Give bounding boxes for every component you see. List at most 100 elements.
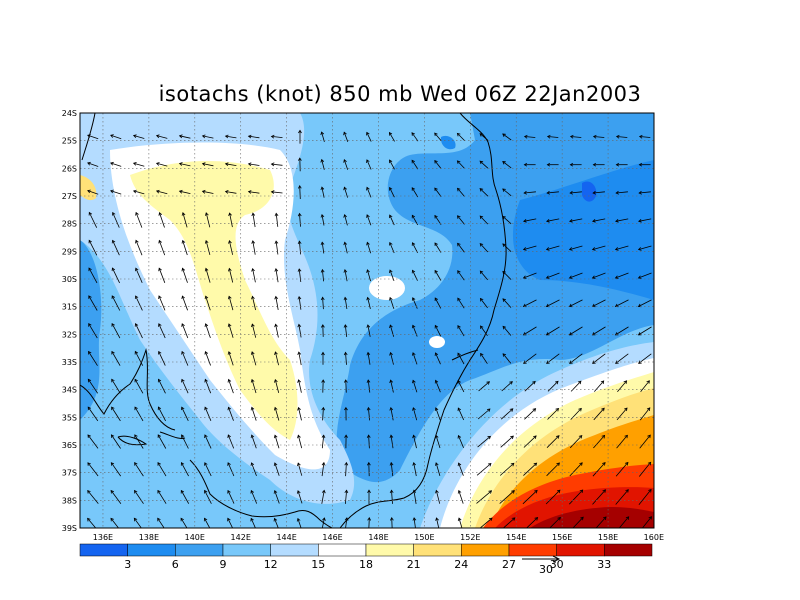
wind-vector	[594, 380, 604, 392]
wind-vector-head	[134, 322, 139, 327]
wind-vector-head	[623, 380, 628, 384]
wind-vector	[389, 187, 395, 198]
wind-vector	[458, 517, 463, 528]
wind-vector	[134, 406, 144, 422]
wind-vector-head	[322, 517, 326, 521]
wind-vector-head	[457, 489, 462, 494]
wind-vector-head	[274, 323, 278, 328]
wind-vector	[275, 241, 279, 255]
wind-vector-head	[457, 270, 461, 274]
wind-vector	[87, 190, 99, 195]
wind-vector	[500, 435, 514, 448]
lon-tick-label: 138E	[139, 533, 159, 542]
lat-tick-label: 31S	[62, 303, 77, 312]
wind-vector-head	[343, 241, 348, 246]
colorbar-label: 15	[311, 558, 325, 571]
wind-vector-head	[646, 407, 651, 411]
wind-vector-head	[247, 190, 252, 194]
lat-tick-label: 27S	[62, 192, 77, 201]
wind-vector-head	[545, 275, 550, 279]
wind-vector	[593, 136, 605, 138]
wind-vector	[227, 462, 235, 477]
wind-vector-head	[87, 517, 91, 522]
wind-vector	[523, 435, 537, 448]
wind-vector-head	[480, 325, 484, 330]
wind-vector-head	[545, 247, 550, 251]
colorbar-swatch	[413, 543, 462, 557]
wind-vector-head	[577, 380, 582, 385]
wind-vector-head	[625, 489, 629, 493]
wind-vector-head	[523, 134, 528, 139]
wind-vector	[180, 490, 190, 504]
wind-vector-head	[569, 162, 574, 167]
wind-vector	[182, 268, 188, 283]
wind-vector	[87, 379, 99, 394]
wind-vector-head	[591, 247, 596, 251]
colorbar-swatch	[461, 543, 510, 557]
wind-vector	[112, 267, 120, 284]
wind-vector-head	[457, 297, 461, 302]
wind-vector	[133, 135, 145, 139]
wind-vector-head	[88, 323, 92, 327]
wind-vector-head	[434, 352, 439, 356]
wind-vector	[252, 268, 256, 283]
wind-vector-head	[112, 211, 116, 216]
wind-vector	[225, 191, 237, 194]
wind-vector-head	[158, 350, 162, 355]
wind-vector	[322, 269, 324, 282]
wind-vector-head	[110, 517, 114, 522]
wind-vector-head	[87, 462, 91, 466]
wind-vector-head	[228, 240, 232, 244]
wind-vector-head	[297, 323, 302, 328]
wind-vector-head	[545, 332, 550, 336]
wind-vector	[457, 160, 465, 169]
wind-vector	[479, 215, 489, 225]
wind-vector-head	[434, 187, 438, 192]
wind-vector-head	[132, 162, 137, 166]
wind-vector-head	[479, 133, 484, 137]
wind-vector-head	[296, 517, 301, 522]
wind-vector-head	[411, 352, 416, 356]
wind-vector-head	[412, 407, 416, 411]
wind-vector-head	[389, 186, 393, 191]
wind-vector-head	[502, 215, 506, 220]
wind-vector-head	[510, 462, 515, 467]
wind-vector	[228, 407, 234, 421]
wind-vector	[523, 353, 537, 364]
wind-vector-head	[110, 489, 115, 494]
colorbar-swatch	[318, 543, 367, 557]
wind-vector	[413, 517, 416, 528]
wind-vector-head	[274, 406, 278, 411]
wind-vector	[595, 516, 607, 528]
wind-vector-head	[155, 162, 160, 166]
wind-vector-head	[344, 461, 349, 466]
wind-vector	[523, 326, 537, 336]
wind-vector	[133, 518, 142, 528]
wind-vector-head	[614, 275, 619, 279]
wind-vector-head	[546, 218, 550, 223]
wind-vector-head	[389, 241, 393, 246]
wind-vector-head	[251, 295, 255, 300]
wind-vector-head	[297, 434, 301, 439]
wind-vector-head	[389, 434, 394, 439]
wind-vector	[274, 407, 280, 421]
wind-vector-head	[343, 186, 347, 191]
wind-vector-head	[158, 239, 162, 244]
wind-vector	[297, 490, 303, 504]
wind-vector	[205, 240, 211, 256]
lon-tick-label: 150E	[414, 533, 434, 542]
wind-vector-head	[389, 324, 393, 329]
wind-vector-head	[320, 268, 325, 273]
lon-tick-label: 148E	[368, 533, 388, 542]
wind-vector-head	[250, 434, 255, 439]
wind-vector-head	[321, 434, 326, 439]
wind-vector	[321, 131, 325, 143]
wind-vector-head	[251, 212, 256, 217]
wind-vector	[321, 159, 325, 170]
wind-vector-head	[158, 295, 162, 300]
lat-tick-label: 32S	[62, 330, 77, 339]
wind-vector-head	[111, 323, 115, 327]
wind-vector	[252, 296, 256, 311]
wind-vector	[413, 490, 417, 504]
wind-vector-head	[227, 517, 231, 522]
